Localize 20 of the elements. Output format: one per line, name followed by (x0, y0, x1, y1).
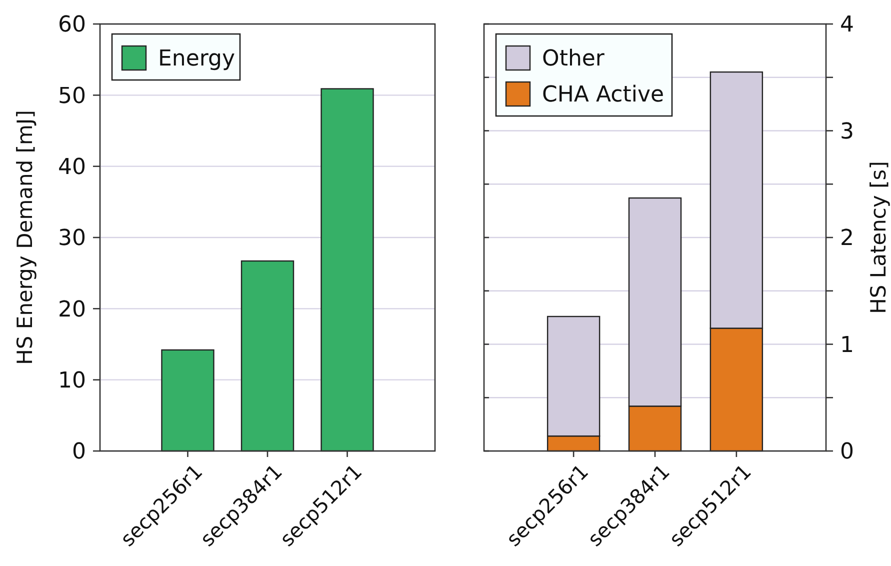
y-tick-label: 30 (58, 226, 86, 252)
bar (161, 349, 214, 452)
y2-axis-title: HS Latency [s] (866, 161, 890, 314)
y-tick-label: 0 (72, 440, 86, 465)
y-tick-label: 50 (58, 84, 86, 109)
y-tick-label: 20 (58, 297, 86, 322)
legend-label: Other (542, 46, 606, 72)
y-axis-title: HS Energy Demand [mJ] (13, 110, 37, 365)
y-tick-label: 10 (58, 368, 86, 394)
bar (240, 260, 294, 452)
y-tick-label: 60 (58, 12, 86, 38)
y2-tick-label: 0 (840, 440, 854, 465)
bar (320, 88, 374, 452)
legend-label: Energy (158, 46, 236, 72)
y-tick-label: 40 (58, 155, 86, 180)
legend-label: CHA Active (542, 82, 664, 108)
y2-tick-label: 1 (840, 332, 854, 358)
y2-tick-label: 2 (840, 226, 854, 252)
y2-tick-label: 3 (840, 119, 854, 144)
y2-tick-label: 4 (840, 12, 854, 38)
